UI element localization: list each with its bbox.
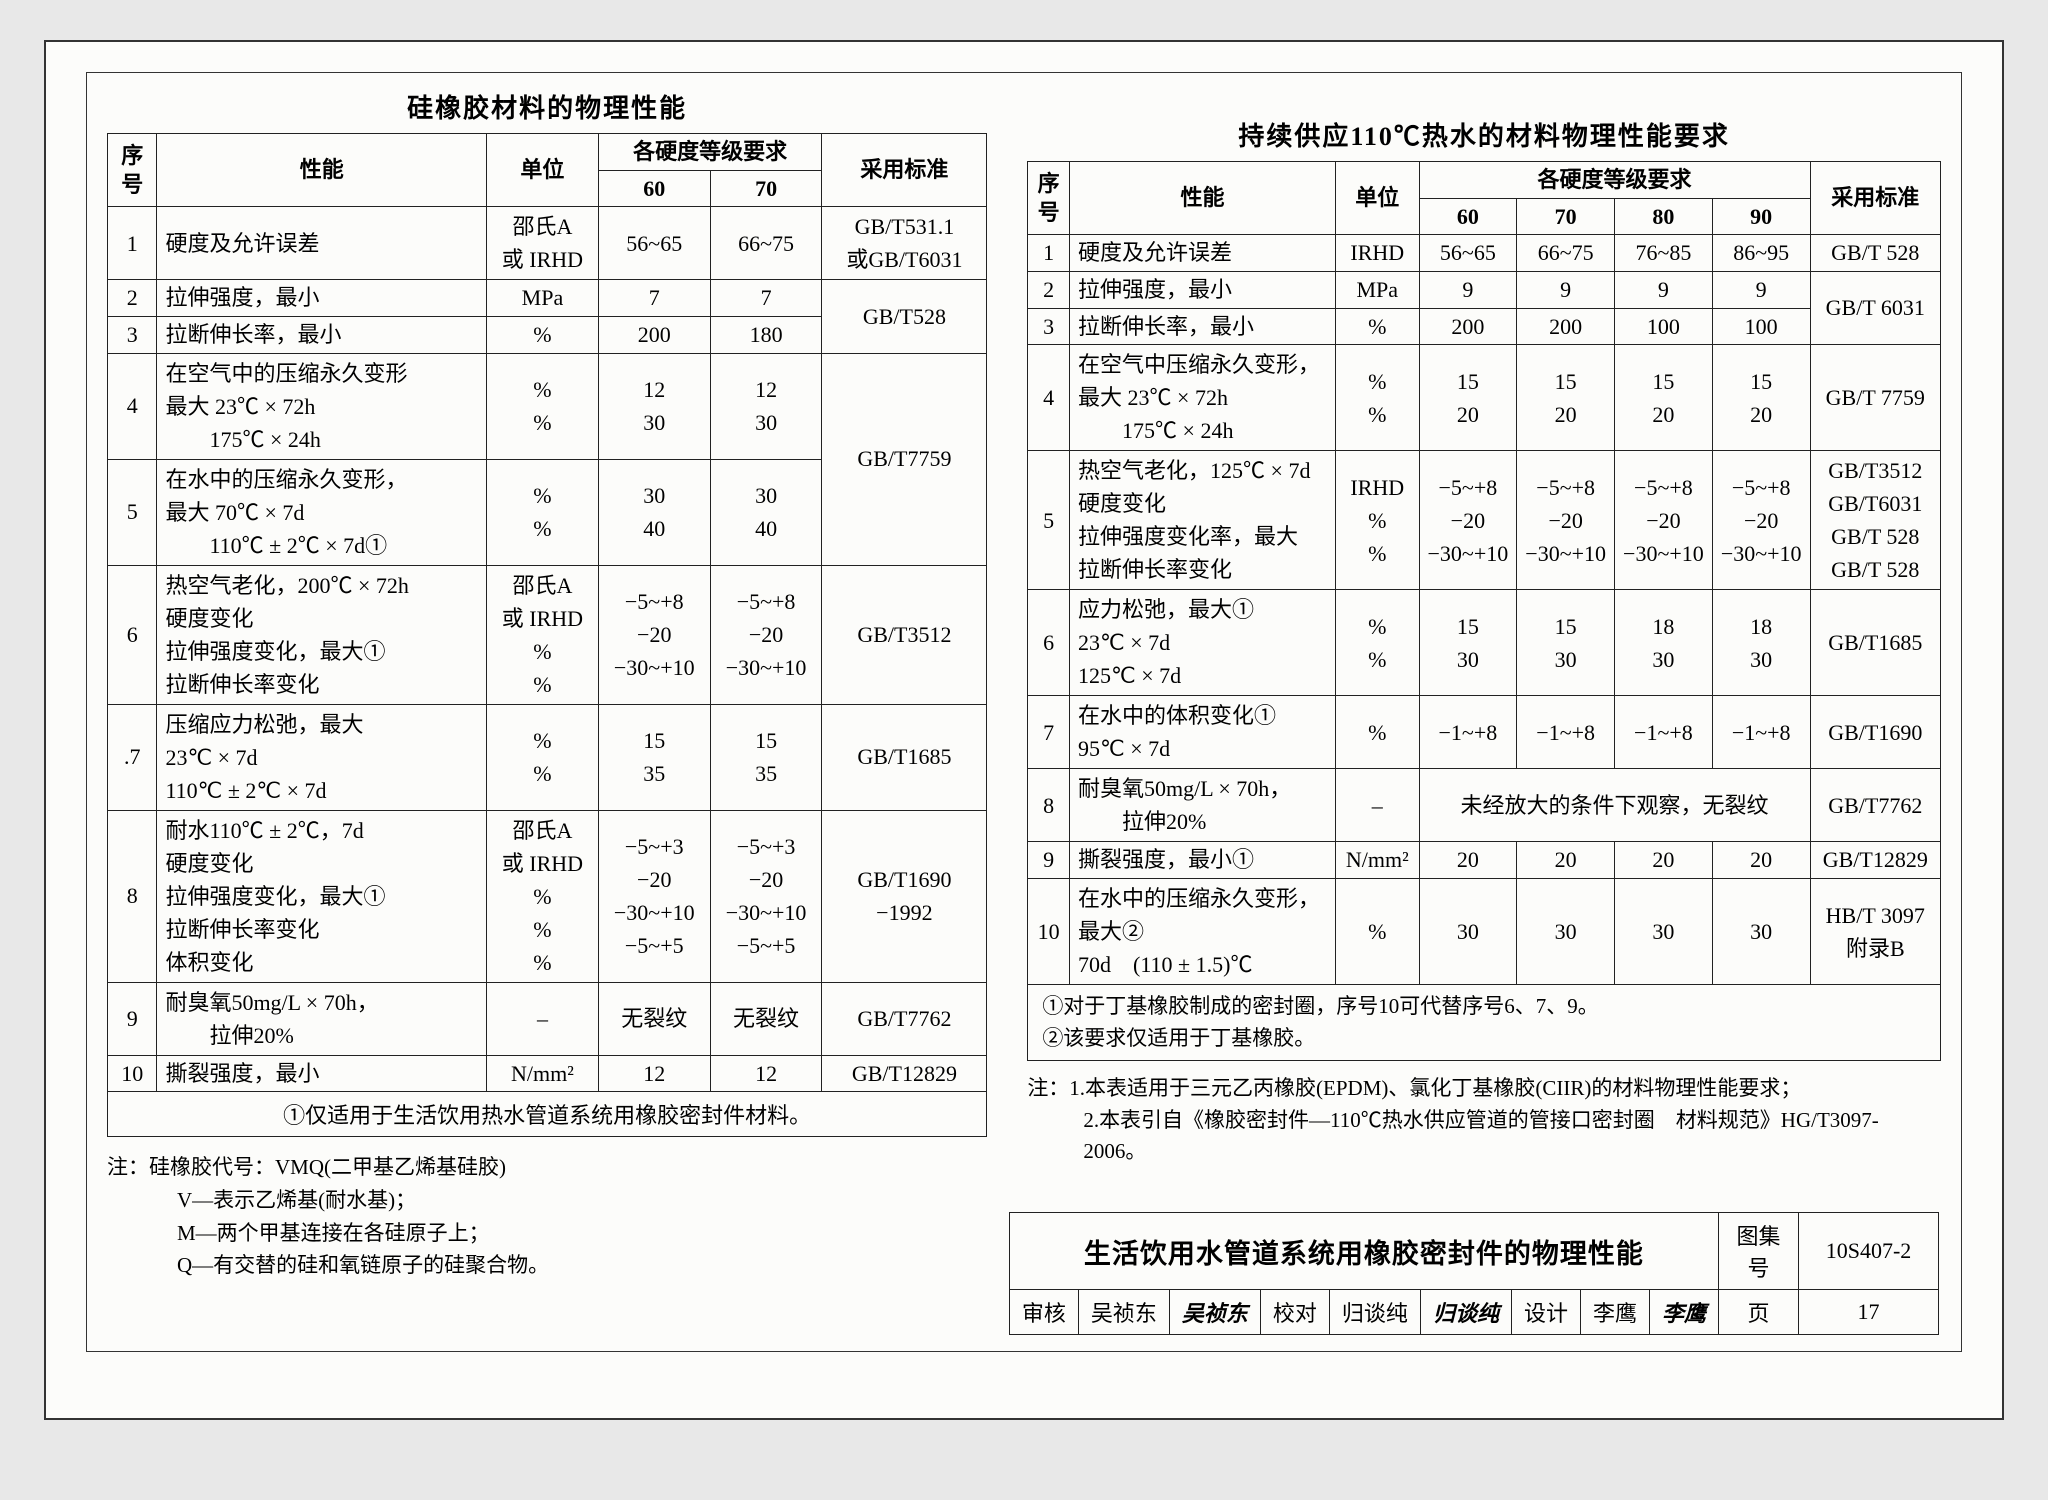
review-label: 审核 (1009, 1290, 1078, 1335)
page-label: 页 (1719, 1290, 1799, 1335)
table-row: 8 耐水110℃ ± 2℃，7d硬度变化拉伸强度变化，最大①拉断伸长率变化体积变… (108, 810, 987, 982)
left-table: 序号 性能 单位 各硬度等级要求 采用标准 60 70 1 硬度及允许误差 邵氏… (107, 133, 987, 1092)
page-no: 17 (1799, 1290, 1939, 1335)
right-table-title: 持续供应110℃热水的材料物理性能要求 (1027, 116, 1941, 153)
table-row: 4 在空气中的压缩永久变形最大 23℃ × 72h 175℃ × 24h %% … (108, 353, 987, 459)
table-row: 1 硬度及允许误差 邵氏A或 IRHD 56~65 66~75 GB/T531.… (108, 207, 987, 280)
hdr-hardgroup: 各硬度等级要求 (1419, 162, 1810, 199)
title-main: 生活饮用水管道系统用橡胶密封件的物理性能 (1009, 1213, 1718, 1290)
left-footnote: ①仅适用于生活饮用热水管道系统用橡胶密封件材料。 (107, 1092, 987, 1137)
table-row: 9 耐臭氧50mg/L × 70h， 拉伸20% – 无裂纹 无裂纹 GB/T7… (108, 982, 987, 1055)
hdr-prop: 性能 (1070, 162, 1336, 235)
hdr-70: 70 (710, 170, 822, 207)
designer-sig: 李鹰 (1649, 1290, 1718, 1335)
hdr-seq: 序号 (1028, 162, 1070, 235)
reviewer-sig: 吴祯东 (1169, 1290, 1260, 1335)
table-row: 8 耐臭氧50mg/L × 70h， 拉伸20% – 未经放大的条件下观察，无裂… (1028, 769, 1941, 842)
table-row: 6 热空气老化，200℃ × 72h硬度变化拉伸强度变化，最大①拉断伸长率变化 … (108, 565, 987, 704)
title-block: 生活饮用水管道系统用橡胶密封件的物理性能 图集号 10S407-2 审核 吴祯东… (1009, 1212, 1939, 1335)
table-row: 2 拉伸强度，最小 MPa 9 9 9 9 GB/T 6031 (1028, 272, 1941, 309)
check-label: 校对 (1260, 1290, 1329, 1335)
hdr-hardgroup: 各硬度等级要求 (598, 134, 822, 171)
checker: 归谈纯 (1329, 1290, 1420, 1335)
hdr-unit: 单位 (1336, 162, 1419, 235)
table-row: 4 在空气中压缩永久变形，最大 23℃ × 72h 175℃ × 24h %% … (1028, 345, 1941, 451)
hdr-prop: 性能 (157, 134, 487, 207)
table-row: 10 撕裂强度，最小 N/mm² 12 12 GB/T12829 (108, 1055, 987, 1092)
hdr-unit: 单位 (487, 134, 599, 207)
hdr-std: 采用标准 (822, 134, 987, 207)
reviewer: 吴祯东 (1078, 1290, 1169, 1335)
right-footnotes: ①对于丁基橡胶制成的密封圈，序号10可代替序号6、7、9。 ②该要求仅适用于丁基… (1027, 985, 1941, 1061)
table-row: 2 拉伸强度，最小 MPa 7 7 GB/T528 (108, 280, 987, 317)
table-row: 10 在水中的压缩永久变形，最大②70d (110 ± 1.5)℃ % 30 3… (1028, 879, 1941, 985)
drawing-no: 10S407-2 (1799, 1213, 1939, 1290)
table-row: 7 在水中的体积变化①95℃ × 7d % −1~+8 −1~+8 −1~+8 … (1028, 696, 1941, 769)
table-row: 5 热空气老化，125℃ × 7d硬度变化拉伸强度变化率，最大拉断伸长率变化 I… (1028, 451, 1941, 590)
table-row: .7 压缩应力松弛，最大23℃ × 7d110℃ ± 2℃ × 7d %% 15… (108, 704, 987, 810)
right-notes: 注：1.本表适用于三元乙丙橡胶(EPDM)、氯化丁基橡胶(CIIR)的材料物理性… (1027, 1073, 1941, 1168)
designer: 李鹰 (1580, 1290, 1649, 1335)
design-label: 设计 (1511, 1290, 1580, 1335)
right-table: 序号 性能 单位 各硬度等级要求 采用标准 60 70 80 90 1 (1027, 161, 1941, 985)
table-row: 3 拉断伸长率，最小 % 200 200 100 100 (1028, 308, 1941, 345)
table-row: 9 撕裂强度，最小① N/mm² 20 20 20 20 GB/T12829 (1028, 842, 1941, 879)
table-row: 1 硬度及允许误差 IRHD 56~65 66~75 76~85 86~95 G… (1028, 235, 1941, 272)
hdr-seq: 序号 (108, 134, 157, 207)
drawing-label: 图集号 (1719, 1213, 1799, 1290)
hdr-60: 60 (598, 170, 710, 207)
left-notes: 注：硅橡胶代号：VMQ(二甲基乙烯基硅胶) V—表示乙烯基(耐水基)； M—两个… (107, 1151, 987, 1281)
left-table-title: 硅橡胶材料的物理性能 (107, 88, 987, 125)
table-row: 6 应力松弛，最大①23℃ × 7d125℃ × 7d %% 1530 1530… (1028, 590, 1941, 696)
hdr-std: 采用标准 (1810, 162, 1940, 235)
checker-sig: 归谈纯 (1420, 1290, 1511, 1335)
